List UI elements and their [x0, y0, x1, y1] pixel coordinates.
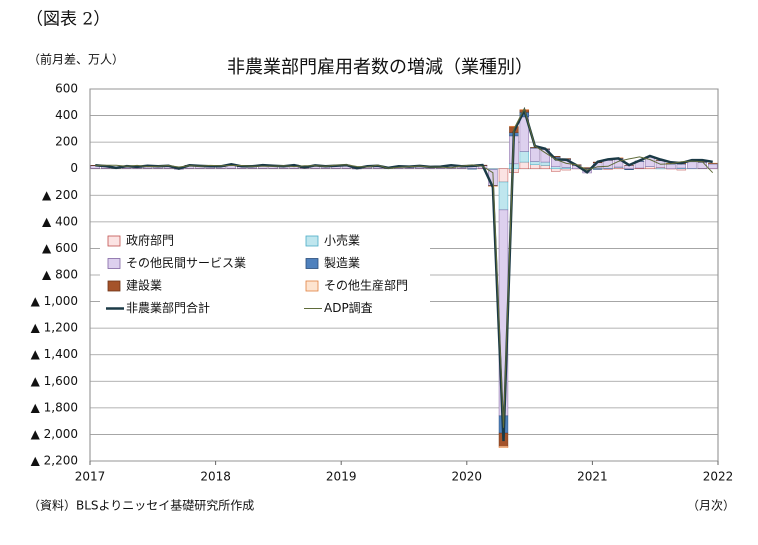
y-tick-label: 0	[70, 161, 78, 175]
y-tick-label: 400	[55, 108, 78, 122]
legend-label: 非農業部門合計	[126, 300, 210, 315]
y-tick-label: ▲ 1,200	[31, 321, 78, 335]
legend-label: ADP調査	[324, 301, 373, 315]
bar-segment	[666, 164, 675, 169]
legend-swatch	[306, 281, 318, 291]
y-tick-label: 600	[55, 82, 78, 96]
bar-segment	[541, 162, 550, 165]
bar-segment	[499, 169, 508, 182]
chart-title: 非農業部門雇用者数の増減（業種別）	[227, 57, 533, 78]
y-tick-label: ▲ 200	[42, 188, 78, 202]
y-tick-label: ▲ 2,200	[31, 454, 78, 468]
legend-swatch	[108, 281, 120, 291]
source-note: （資料）BLSよりニッセイ基礎研究所作成	[28, 498, 254, 513]
y-tick-label: 200	[55, 135, 78, 149]
y-tick-label: ▲ 800	[42, 268, 78, 282]
bar-segment	[551, 167, 560, 169]
legend-label: 政府部門	[126, 233, 174, 248]
y-tick-label: ▲ 1,600	[31, 374, 78, 388]
y-axis-label: （前月差、万人）	[28, 52, 124, 67]
x-tick-label: 2020	[452, 470, 483, 484]
bar-segment	[499, 182, 508, 210]
legend-label: 建設業	[126, 278, 162, 293]
bar-segment	[530, 161, 539, 164]
legend-swatch	[108, 259, 120, 269]
y-tick-label: ▲ 400	[42, 214, 78, 228]
y-tick-label: ▲ 2,000	[31, 427, 78, 441]
bar-segment	[708, 164, 717, 169]
legend-swatch	[306, 259, 318, 269]
legend-label: その他民間サービス業	[126, 256, 246, 270]
bar-segment	[499, 446, 508, 447]
legend-label: 小売業	[324, 233, 360, 248]
legend-swatch	[306, 236, 318, 246]
figure-label: （図表 2）	[26, 10, 110, 30]
bar-segment	[687, 162, 696, 169]
legend-swatch	[108, 236, 120, 246]
y-tick-label: ▲ 1,400	[31, 347, 78, 361]
x-tick-label: 2017	[75, 470, 106, 484]
y-tick-label: ▲ 600	[42, 241, 78, 255]
x-tick-label: 2022	[703, 470, 734, 484]
bar-segment	[520, 162, 529, 169]
bar-segment	[677, 164, 686, 168]
y-tick-label: ▲ 1,000	[31, 294, 78, 308]
y-tick-label: ▲ 1,800	[31, 400, 78, 414]
bar-segment	[551, 169, 560, 172]
bar-segment	[541, 165, 550, 168]
x-tick-label: 2021	[577, 470, 608, 484]
bar-segment	[645, 167, 654, 169]
bar-segment	[509, 169, 518, 173]
bar-segment	[520, 151, 529, 162]
bar-segment	[530, 165, 539, 169]
x-tick-label: 2019	[326, 470, 357, 484]
legend-label: その他生産部門	[324, 278, 408, 293]
unit-note: （月次）	[687, 499, 735, 513]
x-tick-label: 2018	[200, 470, 231, 484]
legend-label: 製造業	[324, 256, 360, 270]
bar-segment	[530, 148, 539, 161]
